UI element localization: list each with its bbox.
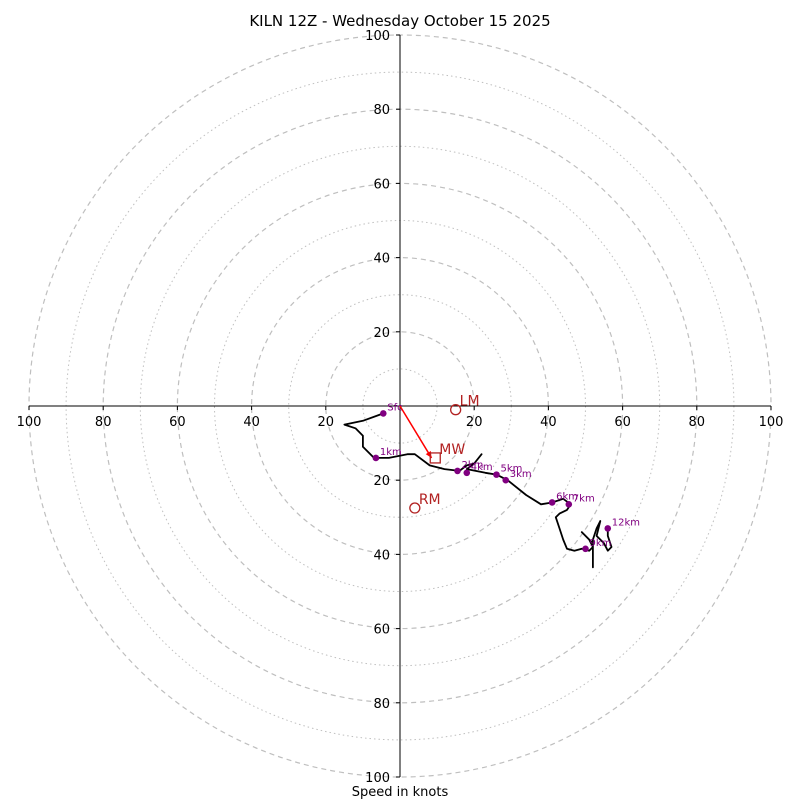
shear-line — [399, 405, 433, 459]
height-marker — [454, 467, 461, 475]
chart-title: KILN 12Z - Wednesday October 15 2025 — [249, 12, 550, 30]
height-marker — [463, 469, 471, 477]
height-marker — [372, 454, 380, 462]
height-marker — [502, 476, 510, 484]
shear-vector — [399, 405, 433, 459]
tick-label-right: 60 — [614, 415, 631, 430]
storm-motion-marker — [409, 502, 421, 514]
storm-motion-label: RM — [419, 492, 441, 508]
tick-label-bottom: 60 — [373, 623, 390, 638]
height-marker-label: 1km — [380, 447, 402, 458]
height-marker — [380, 410, 387, 417]
tick-label-left: 100 — [17, 415, 42, 430]
tick-label-bottom: 80 — [373, 697, 390, 712]
storm-motion-marker — [429, 452, 441, 464]
tick-label-left: 60 — [169, 415, 186, 430]
storm-motion-label: MW — [439, 442, 465, 458]
height-marker — [493, 471, 500, 478]
tick-label-right: 40 — [540, 415, 557, 430]
height-marker-label: 7km — [573, 493, 595, 504]
tick-label-top: 60 — [373, 177, 390, 192]
height-marker — [604, 525, 612, 532]
storm-motion-markers: LM MW RM — [409, 394, 480, 514]
tick-label-top: 80 — [373, 103, 390, 118]
tick-labels: 20 40 60 80 100 20 40 60 80 100 100 80 60 40 20 20 40 60 8… — [17, 29, 784, 786]
tick-label-bottom: 100 — [365, 771, 390, 786]
tick-label-left: 80 — [95, 415, 112, 430]
height-marker-label: 3km — [510, 469, 532, 480]
height-marker-label: 5km — [500, 464, 522, 475]
tick-label-bottom: 40 — [373, 548, 390, 563]
height-marker — [582, 545, 589, 553]
tick-label-left: 20 — [318, 415, 335, 430]
tick-label-right: 80 — [689, 415, 706, 430]
tick-label-left: 40 — [243, 415, 260, 430]
storm-motion-label: LM — [460, 394, 480, 410]
height-marker-label: 12km — [612, 517, 640, 528]
storm-motion-marker — [449, 404, 462, 416]
hodograph-line — [343, 412, 613, 569]
x-axis-label: Speed in knots — [352, 785, 449, 800]
tick-label-bottom: 20 — [373, 474, 390, 489]
tick-label-right: 20 — [466, 415, 483, 430]
hodograph-trace — [343, 412, 613, 569]
height-marker — [565, 501, 573, 508]
height-marker-label: 2km — [462, 460, 484, 471]
tick-label-top: 40 — [373, 252, 390, 267]
height-marker-label: 6km — [556, 491, 578, 502]
height-marker-label: 4km — [471, 462, 493, 473]
height-marker-label: 9km — [590, 538, 612, 549]
tick-label-top: 100 — [365, 29, 390, 44]
height-marker — [548, 499, 556, 506]
tick-label-top: 20 — [373, 326, 390, 341]
tick-label-right: 100 — [759, 415, 784, 430]
height-marker-label: Sfc — [387, 402, 402, 413]
